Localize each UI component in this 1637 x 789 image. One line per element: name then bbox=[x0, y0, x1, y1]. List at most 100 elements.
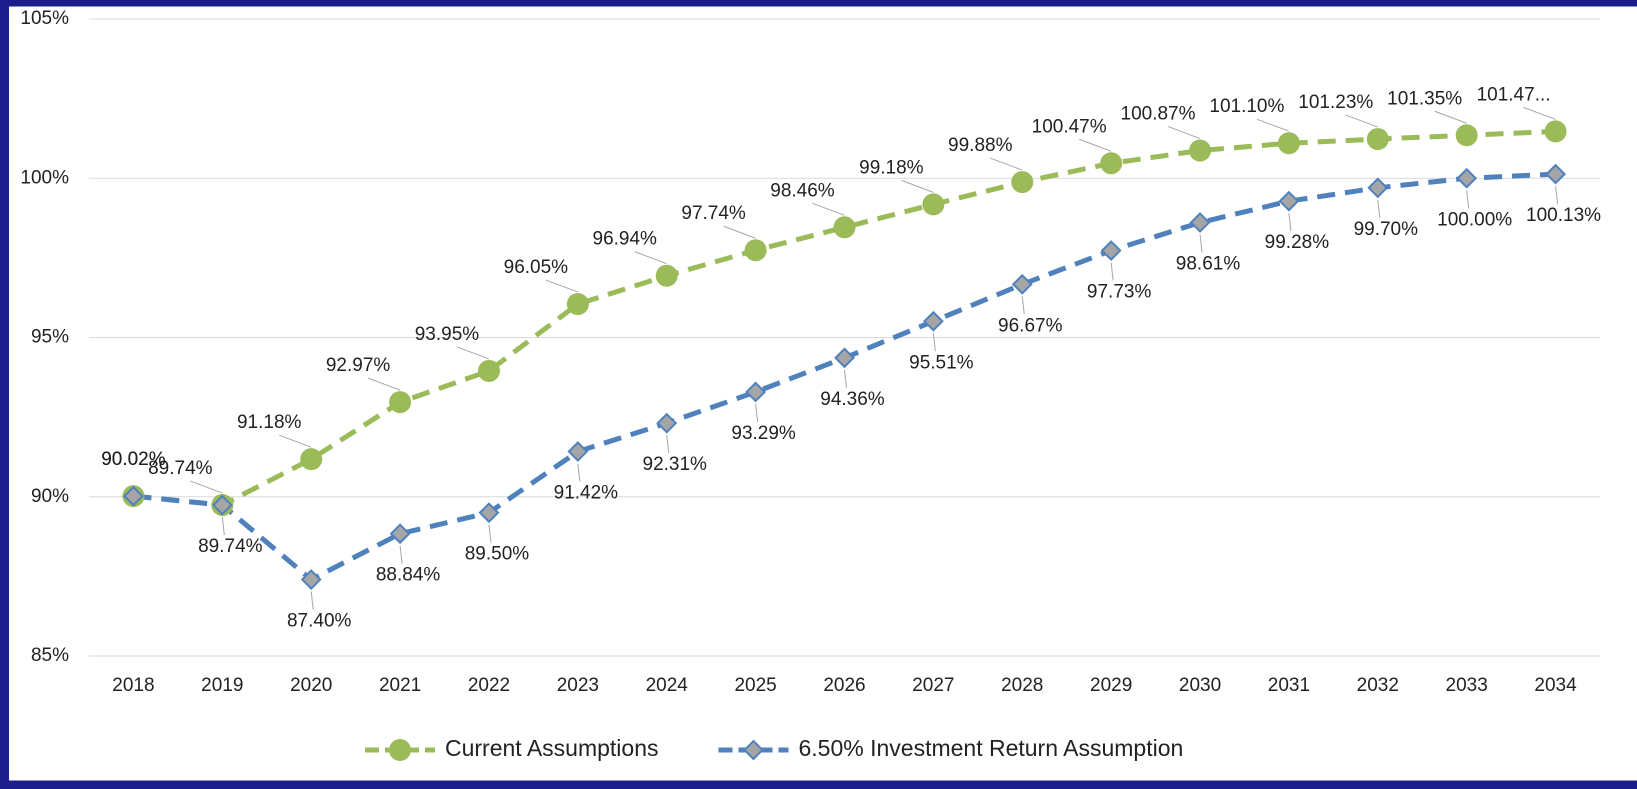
leader-line bbox=[1021, 296, 1025, 315]
marker bbox=[300, 569, 322, 590]
data-label: 101.23% bbox=[1298, 92, 1373, 113]
x-tick-label: 2028 bbox=[1001, 675, 1043, 696]
legend-item: 6.50% Investment Return Assumption bbox=[718, 735, 1183, 761]
marker bbox=[1366, 128, 1389, 151]
marker bbox=[922, 193, 945, 216]
marker bbox=[1100, 152, 1123, 175]
leader-line bbox=[844, 369, 847, 388]
leader-line bbox=[1110, 262, 1114, 281]
x-tick-label: 2018 bbox=[112, 675, 154, 696]
data-label: 90.02% bbox=[101, 449, 166, 470]
data-label: 96.94% bbox=[593, 229, 658, 250]
data-label: 90.02% bbox=[101, 449, 166, 470]
marker bbox=[567, 441, 589, 462]
marker bbox=[1367, 177, 1389, 199]
series-line bbox=[133, 128, 1556, 508]
marker bbox=[745, 381, 767, 403]
marker bbox=[1545, 163, 1566, 185]
leader-line bbox=[1466, 190, 1470, 209]
x-tick-label: 2032 bbox=[1357, 675, 1399, 696]
data-label: 100.87% bbox=[1121, 104, 1196, 125]
leader-line bbox=[755, 403, 759, 423]
data-label: 89.50% bbox=[465, 544, 530, 565]
marker bbox=[744, 239, 767, 262]
leader-line bbox=[221, 516, 225, 536]
leader-line bbox=[1199, 234, 1203, 253]
data-label: 91.18% bbox=[237, 412, 302, 433]
marker bbox=[211, 494, 233, 516]
data-label: 91.42% bbox=[554, 483, 619, 504]
legend-item: Current Assumptions bbox=[365, 735, 658, 761]
leader-line bbox=[812, 202, 845, 216]
leader-line bbox=[1377, 199, 1381, 218]
marker bbox=[123, 485, 144, 507]
data-label: 89.74% bbox=[198, 536, 263, 557]
data-label: 101.35% bbox=[1387, 88, 1462, 109]
x-tick-label: 2021 bbox=[379, 675, 421, 696]
y-tick-label: 95% bbox=[31, 327, 69, 348]
y-tick-label: 105% bbox=[20, 8, 69, 29]
x-tick-label: 2026 bbox=[823, 675, 865, 696]
marker bbox=[1456, 167, 1478, 189]
leader-line bbox=[634, 251, 667, 265]
data-label: 99.18% bbox=[859, 157, 924, 178]
data-label: 99.88% bbox=[948, 135, 1013, 156]
marker bbox=[1455, 124, 1478, 147]
data-label: 95.51% bbox=[909, 352, 974, 373]
data-label: 97.73% bbox=[1087, 282, 1152, 303]
data-label: 92.97% bbox=[326, 355, 391, 376]
legend-label: 6.50% Investment Return Assumption bbox=[798, 735, 1183, 761]
x-tick-label: 2030 bbox=[1179, 675, 1221, 696]
x-tick-label: 2034 bbox=[1534, 675, 1577, 696]
data-label: 99.70% bbox=[1354, 219, 1419, 240]
x-tick-label: 2022 bbox=[468, 675, 510, 696]
data-label: 93.29% bbox=[731, 423, 796, 444]
leader-line bbox=[932, 333, 936, 352]
data-label: 94.36% bbox=[820, 389, 885, 410]
data-label: 98.46% bbox=[770, 180, 835, 201]
data-label: 88.84% bbox=[376, 565, 441, 586]
x-tick-label: 2031 bbox=[1268, 675, 1310, 696]
data-label: 92.31% bbox=[643, 454, 708, 475]
leader-line bbox=[488, 524, 492, 543]
x-tick-label: 2025 bbox=[734, 675, 776, 696]
marker bbox=[1011, 273, 1033, 295]
leader-line bbox=[1288, 213, 1292, 232]
y-tick-label: 85% bbox=[31, 645, 69, 666]
marker bbox=[1189, 212, 1211, 233]
marker bbox=[566, 293, 589, 316]
leader-line bbox=[990, 157, 1023, 171]
marker bbox=[389, 739, 411, 761]
marker bbox=[922, 310, 944, 332]
leader-line bbox=[723, 225, 756, 239]
leader-line bbox=[1345, 114, 1378, 128]
data-label: 87.40% bbox=[287, 611, 352, 632]
marker bbox=[1277, 132, 1300, 155]
marker bbox=[1189, 139, 1212, 162]
data-label: 93.95% bbox=[415, 324, 480, 345]
leader-line bbox=[1555, 186, 1559, 205]
x-tick-label: 2019 bbox=[201, 675, 243, 696]
marker bbox=[478, 502, 500, 524]
x-tick-label: 2024 bbox=[646, 675, 689, 696]
data-label: 98.61% bbox=[1176, 254, 1241, 275]
marker bbox=[1544, 120, 1567, 143]
x-tick-label: 2029 bbox=[1090, 675, 1132, 696]
data-label: 99.28% bbox=[1265, 232, 1330, 253]
data-label: 100.13% bbox=[1526, 205, 1601, 226]
data-label: 101.47... bbox=[1477, 84, 1551, 105]
leader-line bbox=[577, 463, 581, 482]
leader-line bbox=[399, 545, 403, 564]
leader-line bbox=[1434, 110, 1467, 124]
data-label: 89.74% bbox=[148, 458, 213, 479]
leader-line bbox=[310, 591, 314, 610]
leader-line bbox=[1078, 138, 1112, 152]
data-label: 101.10% bbox=[1209, 96, 1284, 117]
legend-label: Current Assumptions bbox=[445, 735, 658, 761]
leader-line bbox=[901, 179, 934, 193]
x-tick-label: 2020 bbox=[290, 675, 332, 696]
leader-line bbox=[456, 346, 490, 360]
